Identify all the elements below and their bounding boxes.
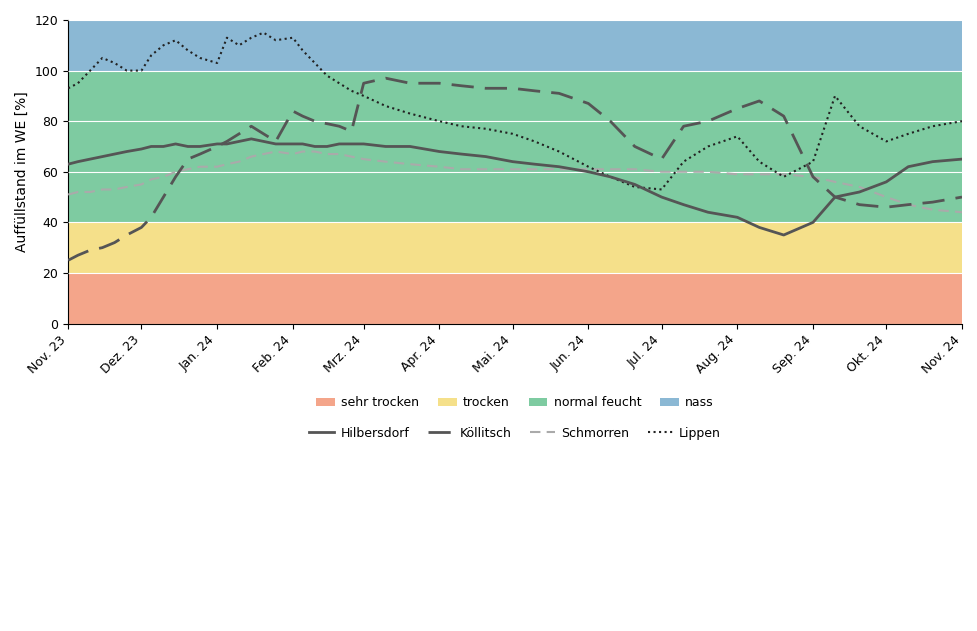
Bar [68, 71, 962, 222]
Bar [68, 20, 962, 71]
Y-axis label: Auffüllstand im WE [%]: Auffüllstand im WE [%] [15, 91, 29, 252]
Bar [68, 273, 962, 324]
Bar [68, 222, 962, 273]
Legend: Hilbersdorf, Köllitsch, Schmorren, Lippen: Hilbersdorf, Köllitsch, Schmorren, Lippe… [304, 422, 726, 445]
